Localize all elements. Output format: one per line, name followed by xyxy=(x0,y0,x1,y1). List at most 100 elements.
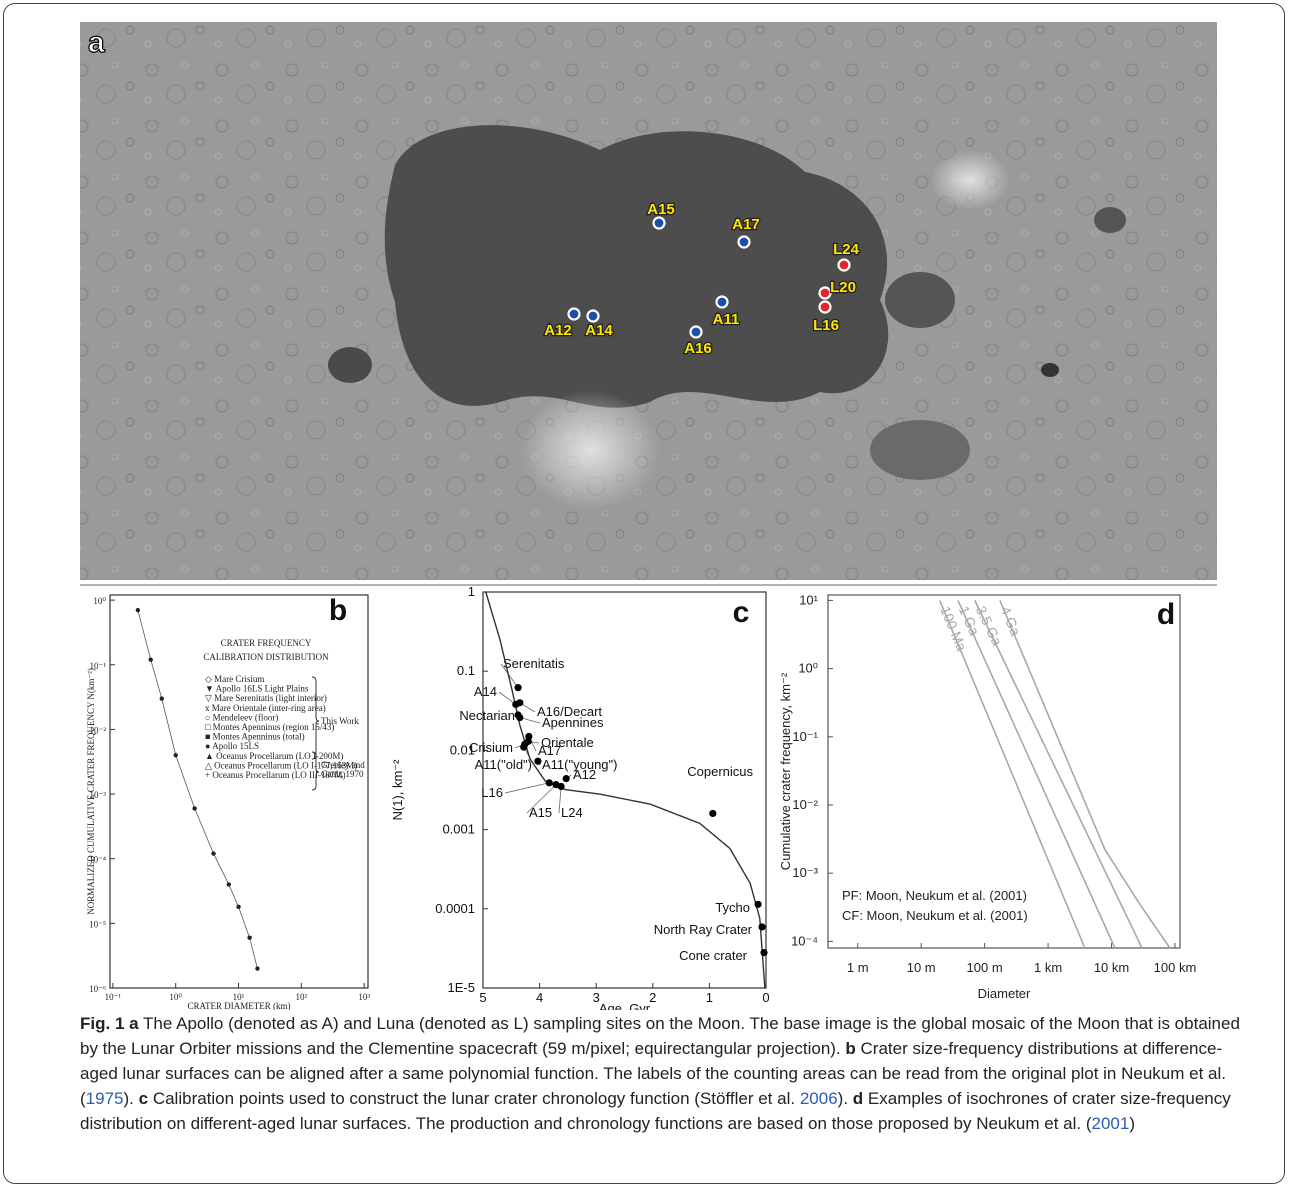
point-label: A12 xyxy=(573,767,596,782)
point-label: North Ray Crater xyxy=(654,922,753,937)
point-label: A11("old") xyxy=(475,757,532,772)
y-tick-label: 0.1 xyxy=(457,663,475,678)
data-point xyxy=(136,608,140,612)
data-point xyxy=(520,744,527,751)
data-point xyxy=(247,935,251,939)
data-point xyxy=(192,806,196,810)
point-label: Nectarian xyxy=(459,708,515,723)
x-axis-label: Age, Gyr xyxy=(599,1001,651,1010)
maria xyxy=(1094,207,1126,233)
x-tick-label: 10⁻¹ xyxy=(105,992,122,1002)
data-point xyxy=(227,882,231,886)
point-label: L16 xyxy=(481,785,503,800)
site-label: L16 xyxy=(813,317,839,334)
data-point xyxy=(149,657,153,661)
y-tick-label: 10⁻³ xyxy=(792,865,818,880)
site-marker xyxy=(691,327,702,338)
point-label: A15 xyxy=(529,805,552,820)
y-tick-label: 10¹ xyxy=(799,592,818,607)
caption: Fig. 1 a The Apollo (denoted as A) and L… xyxy=(80,1011,1240,1136)
trend-line xyxy=(138,610,258,968)
data-point xyxy=(546,779,553,786)
x-tick-label: 10³ xyxy=(358,992,370,1002)
site-marker xyxy=(820,288,831,299)
site-label: A15 xyxy=(647,201,675,218)
x-tick-label: 5 xyxy=(479,990,486,1005)
data-point xyxy=(174,753,178,757)
site-label: A16 xyxy=(684,340,712,357)
y-tick-label: 10⁰ xyxy=(93,596,106,606)
panel-label: c xyxy=(733,596,750,629)
caption-panel-letter: a xyxy=(129,1014,138,1033)
x-tick-label: 10 km xyxy=(1094,960,1129,975)
bracket-label: Gault, 1970 xyxy=(321,769,364,779)
data-point xyxy=(760,949,767,956)
x-tick-label: 10² xyxy=(296,992,308,1002)
y-tick-label: 10⁰ xyxy=(798,661,818,676)
site-marker xyxy=(654,218,665,229)
x-tick-label: 10 m xyxy=(907,960,936,975)
crater xyxy=(1041,363,1059,377)
legend-subtitle: CALIBRATION DISTRIBUTION xyxy=(203,652,329,662)
x-axis-label: Diameter xyxy=(978,986,1031,1001)
data-point xyxy=(514,684,521,691)
bright-crater xyxy=(930,150,1010,210)
site-marker xyxy=(739,237,750,248)
legend-item: ● Apollo 15LS xyxy=(205,741,259,751)
legend-item: ▼ Apollo 16LS Light Plains xyxy=(205,684,309,694)
panel-label: a xyxy=(88,26,105,59)
y-tick-label: 1E-5 xyxy=(448,980,475,995)
x-tick-label: 2 xyxy=(649,990,656,1005)
x-tick-label: 0 xyxy=(762,990,769,1005)
caption-text: ) xyxy=(1129,1114,1135,1133)
caption-link[interactable]: 2001 xyxy=(1092,1114,1130,1133)
caption-link[interactable]: 2006 xyxy=(800,1089,838,1108)
caption-panel-letter: b xyxy=(845,1039,855,1058)
caption-link[interactable]: 1975 xyxy=(86,1089,124,1108)
y-tick-label: 1 xyxy=(468,584,475,599)
data-point xyxy=(516,714,523,721)
x-tick-label: 10⁰ xyxy=(169,992,182,1002)
site-label: L20 xyxy=(830,279,856,296)
y-axis-label: Cumulative crater frequency, km⁻² xyxy=(778,672,793,870)
site-label: L24 xyxy=(833,241,860,258)
y-tick-label: 10⁻² xyxy=(792,797,818,812)
site-label: A14 xyxy=(585,322,613,339)
y-tick-label: 10⁻⁵ xyxy=(89,919,106,929)
legend-item: ○ Mendeleev (floor) xyxy=(205,712,278,722)
x-tick-label: 1 m xyxy=(847,960,869,975)
y-tick-label: 10⁻⁴ xyxy=(791,933,818,948)
point-label: Crisium xyxy=(469,740,513,755)
data-point xyxy=(563,775,570,782)
y-tick-label: 10⁻¹ xyxy=(792,729,818,744)
point-label: Apennines xyxy=(542,715,604,730)
data-point xyxy=(525,733,532,740)
point-label: Serenitatis xyxy=(503,656,565,671)
data-point xyxy=(534,758,541,765)
maria xyxy=(328,347,372,383)
legend-bracket xyxy=(312,677,319,759)
data-point xyxy=(758,923,765,930)
y-tick-label: 0.001 xyxy=(442,822,475,837)
y-tick-label: 10⁻⁶ xyxy=(89,984,106,994)
site-label: A11 xyxy=(713,311,740,328)
maria xyxy=(870,420,970,480)
point-label: Copernicus xyxy=(687,764,753,779)
caption-text: ). xyxy=(838,1089,848,1108)
legend-item: x Mare Orientale (inter-ring area) xyxy=(205,703,326,713)
point-label: Tycho xyxy=(715,900,750,915)
point-label: Cone crater xyxy=(679,948,748,963)
y-tick-label: 0.0001 xyxy=(435,901,475,916)
caption-text: ). xyxy=(124,1089,134,1108)
data-point xyxy=(236,905,240,909)
maria xyxy=(885,272,955,328)
x-tick-label: 100 km xyxy=(1154,960,1197,975)
site-marker xyxy=(820,302,831,313)
x-tick-label: 1 km xyxy=(1034,960,1062,975)
site-label: A12 xyxy=(544,322,572,339)
caption-text: Calibration points used to construct the… xyxy=(153,1089,795,1108)
y-axis-label: NORMALIZED CUMULATIVE CRATER FREQUENCY N… xyxy=(86,668,96,915)
legend-item: ▽ Mare Serenitatis (light interior) xyxy=(205,693,327,703)
legend-item: □ Montes Apenninus (region 15/43) xyxy=(205,722,334,732)
annotation: CF: Moon, Neukum et al. (2001) xyxy=(842,908,1028,923)
